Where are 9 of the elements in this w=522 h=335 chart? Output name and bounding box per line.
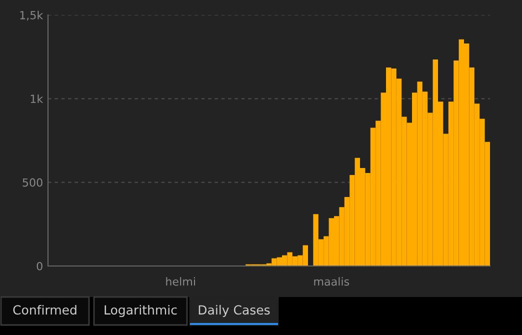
y-tick-label: 500 bbox=[22, 178, 42, 187]
x-tick-label: maalis bbox=[314, 277, 350, 286]
y-tick-label: 0 bbox=[36, 262, 42, 270]
text: Daily Cases bbox=[198, 304, 270, 318]
y-tick-label: 1k bbox=[30, 94, 44, 103]
y-tick-label: 1,5k bbox=[20, 10, 44, 21]
text: Confirmed bbox=[13, 304, 76, 315]
text: Logarithmic bbox=[104, 304, 177, 318]
x-tick-label: helmi bbox=[166, 277, 195, 286]
